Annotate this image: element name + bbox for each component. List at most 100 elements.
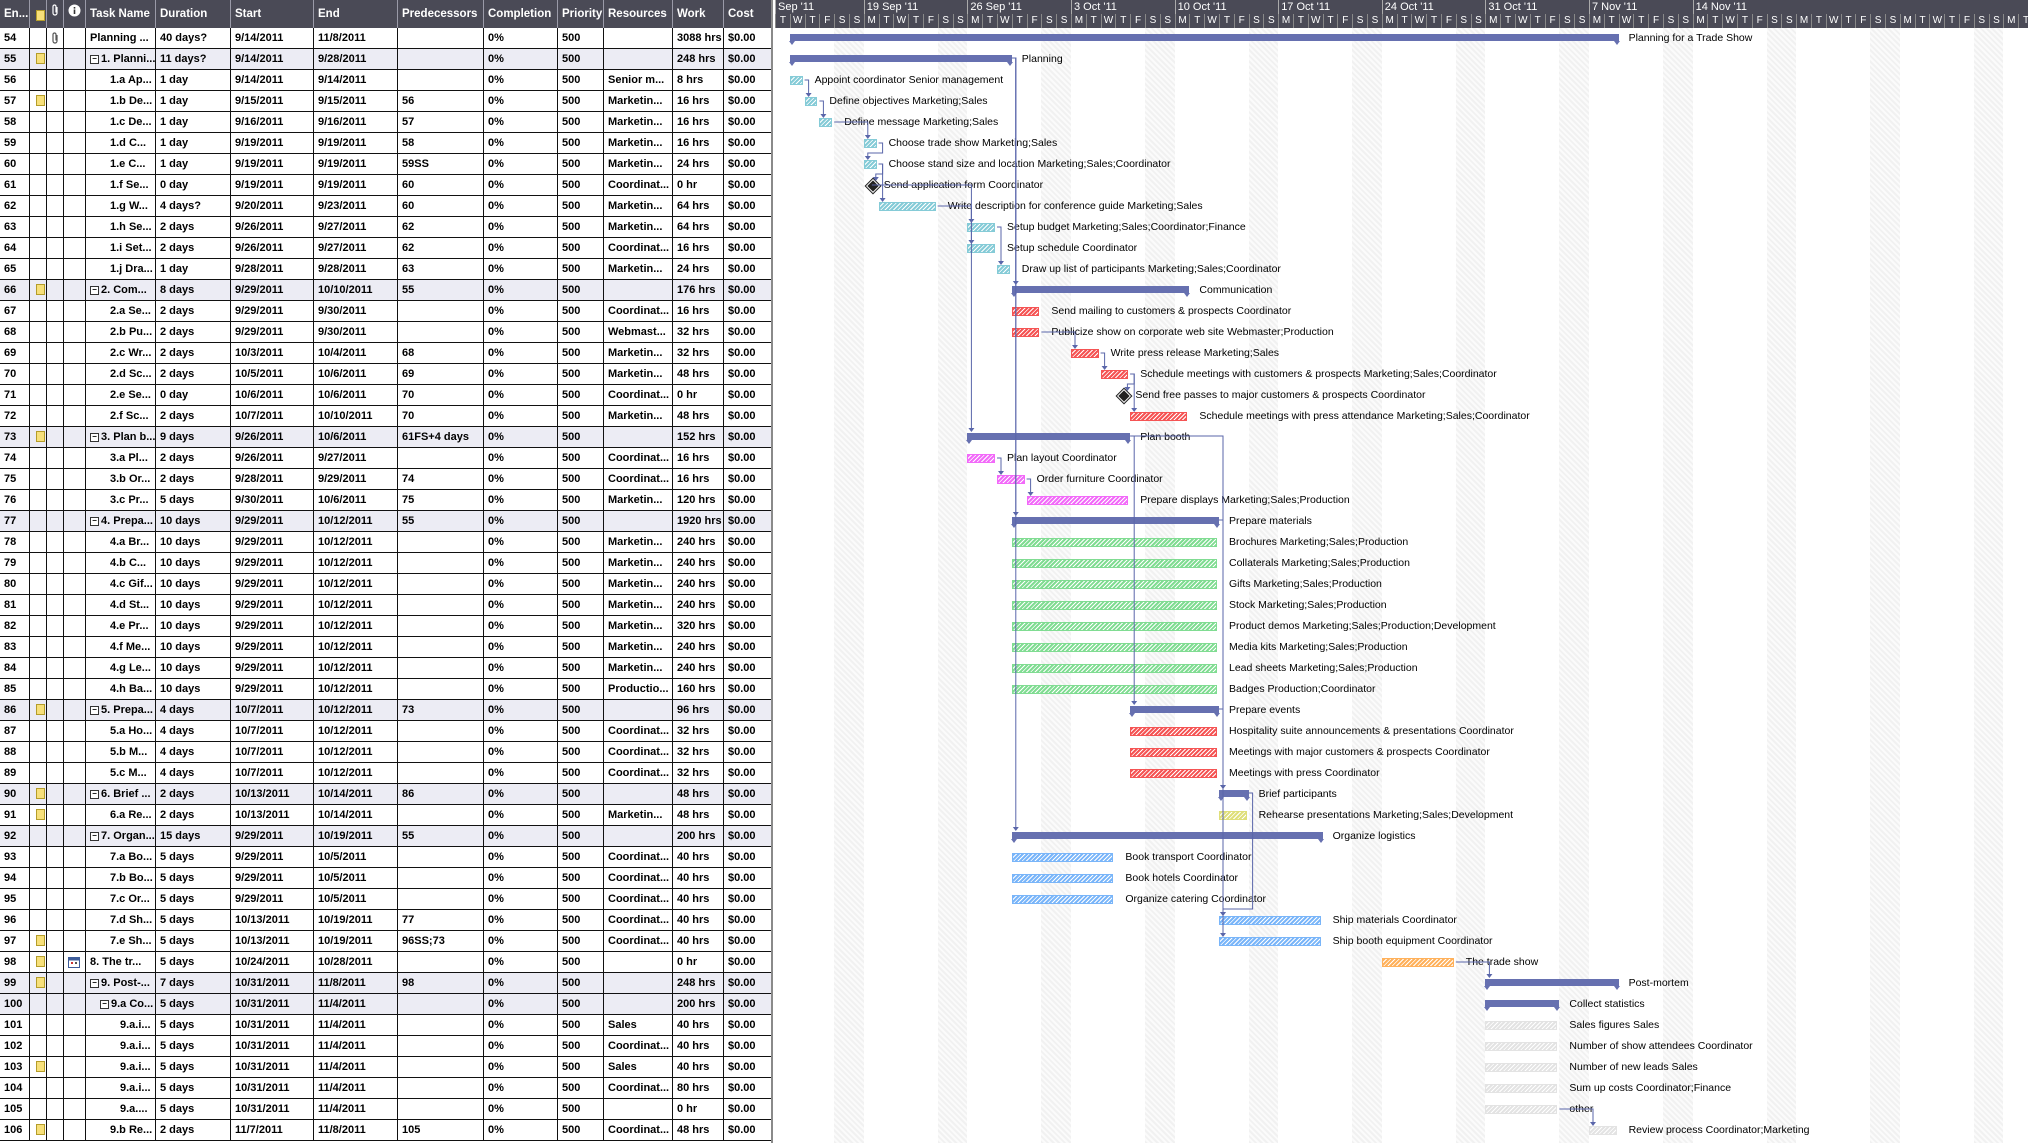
indicator-cell[interactable] [47,301,64,321]
indicator-cell[interactable] [47,28,64,48]
collapse-toggle-icon[interactable]: − [90,516,99,526]
pred-cell[interactable]: 70 [398,406,484,426]
pri-cell[interactable]: 500 [558,574,604,594]
work-cell[interactable]: 40 hrs [673,889,724,909]
cost-cell[interactable]: $0.00 [724,973,771,993]
indicator-cell[interactable] [47,637,64,657]
pri-cell[interactable]: 500 [558,427,604,447]
comp-cell[interactable]: 0% [484,364,558,384]
pri-cell[interactable]: 500 [558,700,604,720]
task-bar[interactable] [1219,811,1247,820]
cost-cell[interactable]: $0.00 [724,91,771,111]
dur-cell[interactable]: 2 days [156,469,231,489]
task-name-cell[interactable]: 9.a.... [86,1099,156,1119]
work-cell[interactable]: 248 hrs [673,973,724,993]
id-cell[interactable]: 89 [0,763,30,783]
id-cell[interactable]: 104 [0,1078,30,1098]
work-cell[interactable]: 40 hrs [673,1015,724,1035]
comp-cell[interactable]: 0% [484,154,558,174]
indicator-cell[interactable] [64,679,86,699]
indicator-cell[interactable] [64,112,86,132]
res-cell[interactable]: Marketin... [604,217,673,237]
work-cell[interactable]: 40 hrs [673,847,724,867]
dur-cell[interactable]: 2 days [156,343,231,363]
table-row[interactable]: 54 Planning ... 40 days? 9/14/2011 11/8/2011… [0,28,771,49]
pred-cell[interactable] [398,952,484,972]
indicator-cell[interactable] [30,658,47,678]
res-cell[interactable] [604,511,673,531]
end-cell[interactable]: 10/19/2011 [314,931,398,951]
indicator-cell[interactable] [47,1057,64,1077]
table-row[interactable]: 100 −9.a Co... 5 days 10/31/2011 11/4/2011 0%… [0,994,771,1015]
start-cell[interactable]: 9/26/2011 [231,238,314,258]
work-cell[interactable]: 152 hrs [673,427,724,447]
indicator-cell[interactable] [30,1078,47,1098]
indicator-cell[interactable] [30,385,47,405]
comp-cell[interactable]: 0% [484,1036,558,1056]
indicator-cell[interactable] [47,322,64,342]
end-cell[interactable]: 10/12/2011 [314,721,398,741]
cost-cell[interactable]: $0.00 [724,994,771,1014]
comp-cell[interactable]: 0% [484,826,558,846]
comp-cell[interactable]: 0% [484,385,558,405]
start-cell[interactable]: 10/31/2011 [231,994,314,1014]
pred-cell[interactable]: 74 [398,469,484,489]
end-cell[interactable]: 10/12/2011 [314,679,398,699]
cost-cell[interactable]: $0.00 [724,217,771,237]
start-cell[interactable]: 9/28/2011 [231,469,314,489]
pred-cell[interactable]: 69 [398,364,484,384]
pri-cell[interactable]: 500 [558,1057,604,1077]
indicator-cell[interactable] [30,196,47,216]
end-cell[interactable]: 9/28/2011 [314,49,398,69]
indicator-cell[interactable] [30,70,47,90]
cost-cell[interactable]: $0.00 [724,28,771,48]
indicator-cell[interactable] [30,154,47,174]
res-cell[interactable]: Marketin... [604,532,673,552]
indicator-cell[interactable] [47,868,64,888]
indicator-cell[interactable] [30,49,47,69]
res-cell[interactable]: Coordinat... [604,1078,673,1098]
id-cell[interactable]: 105 [0,1099,30,1119]
id-cell[interactable]: 100 [0,994,30,1014]
column-header-predecessors[interactable]: Predecessors [398,0,484,28]
indicator-cell[interactable] [47,574,64,594]
start-cell[interactable]: 9/29/2011 [231,595,314,615]
res-cell[interactable] [604,49,673,69]
dur-cell[interactable]: 5 days [156,994,231,1014]
dur-cell[interactable]: 5 days [156,910,231,930]
work-cell[interactable]: 248 hrs [673,49,724,69]
table-row[interactable]: 95 7.c Or... 5 days 9/29/2011 10/5/2011 0% 500… [0,889,771,910]
indicator-cell[interactable] [47,973,64,993]
cost-cell[interactable]: $0.00 [724,700,771,720]
start-cell[interactable]: 9/15/2011 [231,91,314,111]
dur-cell[interactable]: 2 days [156,322,231,342]
dur-cell[interactable]: 40 days? [156,28,231,48]
indicator-cell[interactable] [30,448,47,468]
task-bar[interactable] [1011,328,1040,337]
task-bar[interactable] [967,244,995,253]
indicator-cell[interactable] [30,1099,47,1119]
indicator-cell[interactable] [64,385,86,405]
indicator-cell[interactable] [47,1120,64,1140]
pri-cell[interactable]: 500 [558,553,604,573]
note-icon[interactable] [36,788,45,799]
id-cell[interactable]: 72 [0,406,30,426]
start-cell[interactable]: 9/26/2011 [231,448,314,468]
dur-cell[interactable]: 1 day [156,112,231,132]
indicator-cell[interactable] [64,1036,86,1056]
indicator-cell[interactable] [47,427,64,447]
task-name-cell[interactable]: 2.c Wr... [86,343,156,363]
res-cell[interactable]: Sales [604,1057,673,1077]
res-cell[interactable]: Coordinat... [604,931,673,951]
task-name-cell[interactable]: 4.b C... [86,553,156,573]
task-bar[interactable] [1381,958,1454,967]
cost-cell[interactable]: $0.00 [724,49,771,69]
table-row[interactable]: 92 −7. Organ... 15 days 9/29/2011 10/19/2011… [0,826,771,847]
work-cell[interactable]: 1920 hrs [673,511,724,531]
dur-cell[interactable]: 10 days [156,553,231,573]
id-cell[interactable]: 79 [0,553,30,573]
id-cell[interactable]: 85 [0,679,30,699]
work-cell[interactable]: 80 hrs [673,1078,724,1098]
table-row[interactable]: 102 9.a.i... 5 days 10/31/2011 11/4/2011 0% 50… [0,1036,771,1057]
end-cell[interactable]: 10/14/2011 [314,805,398,825]
